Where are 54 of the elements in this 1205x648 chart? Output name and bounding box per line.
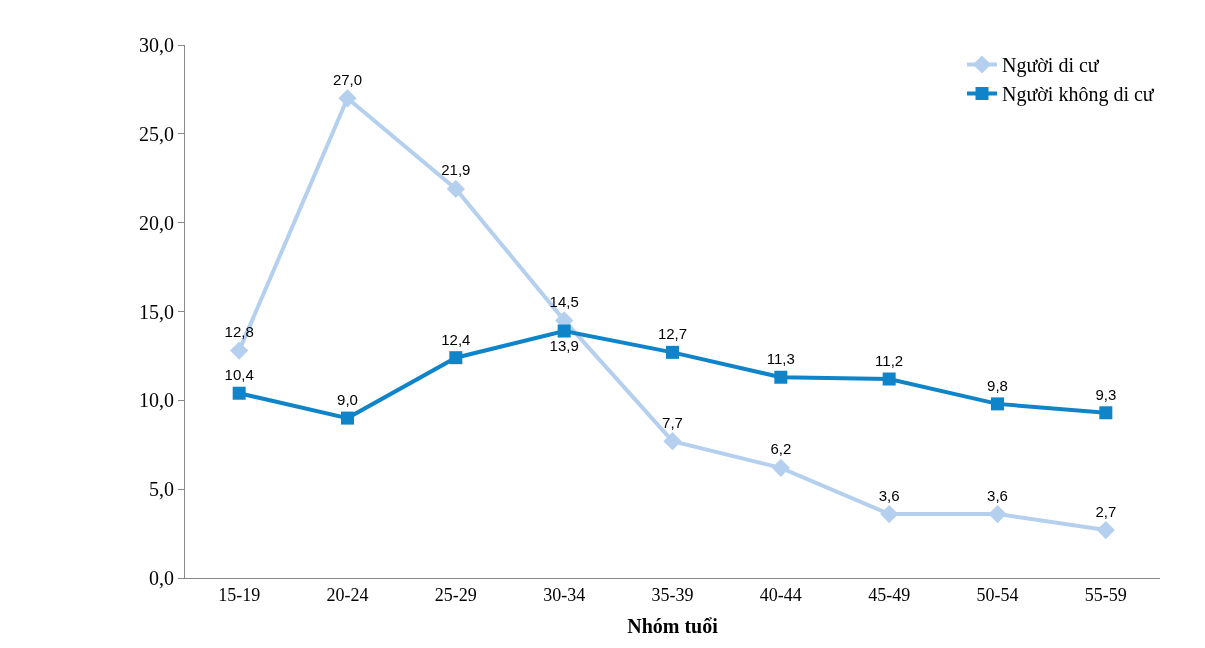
data-label: 3,6	[878, 486, 900, 504]
y-tick-label: 10,0	[139, 389, 174, 412]
x-tick-label: 20-24	[326, 584, 369, 605]
data-label: 9,0	[337, 391, 358, 409]
point	[882, 372, 896, 386]
point	[1096, 520, 1115, 540]
point	[991, 397, 1004, 411]
data-label: 12,7	[657, 325, 688, 343]
point	[232, 386, 246, 400]
x-axis-title: Nhóm tuổi	[627, 615, 719, 638]
x-tick-label: 50-54	[976, 584, 1019, 605]
data-label: 27,0	[332, 70, 363, 88]
point	[341, 411, 354, 425]
data-label: 10,4	[224, 366, 254, 384]
x-tick-label: 35-39	[651, 584, 694, 605]
data-label: 2,7	[1095, 502, 1117, 520]
x-tick-label: 40-44	[759, 584, 802, 605]
y-tick-label: 30,0	[139, 34, 174, 56]
x-tick-label: 30-34	[543, 584, 586, 605]
y-tick-label: 5,0	[149, 478, 174, 501]
data-label: 11,2	[875, 352, 904, 370]
point	[446, 179, 465, 199]
data-label: 12,4	[441, 330, 471, 348]
point	[1099, 406, 1113, 420]
data-label: 3,6	[987, 486, 1008, 504]
y-tick-label: 0,0	[149, 567, 174, 589]
point	[988, 504, 1007, 524]
x-tick-label: 15-19	[218, 584, 261, 605]
legend-label: Người không di cư	[1002, 83, 1155, 107]
x-tick-label: 25-29	[434, 584, 477, 605]
data-label: 12,8	[224, 323, 254, 341]
data-label: 13,9	[549, 337, 579, 355]
point	[774, 370, 788, 384]
point	[771, 458, 790, 477]
y-tick-label: 25,0	[139, 122, 174, 145]
point	[449, 351, 463, 365]
x-tick-label: 55-59	[1084, 584, 1127, 605]
y-tick-label: 15,0	[139, 300, 174, 323]
point	[230, 341, 249, 360]
data-label: 14,5	[549, 292, 579, 310]
point	[338, 89, 357, 108]
point	[557, 324, 571, 338]
point	[880, 504, 899, 524]
point	[666, 345, 679, 359]
point	[663, 432, 682, 451]
data-label: 21,9	[441, 161, 471, 179]
data-label: 9,3	[1095, 385, 1117, 403]
data-label: 11,3	[766, 350, 795, 368]
y-tick-label: 20,0	[139, 211, 174, 234]
x-tick-label: 45-49	[868, 584, 911, 605]
data-label: 6,2	[770, 440, 792, 458]
data-label: 7,7	[662, 413, 683, 431]
legend-label: Người di cư	[1002, 54, 1100, 78]
data-label: 9,8	[987, 377, 1008, 395]
